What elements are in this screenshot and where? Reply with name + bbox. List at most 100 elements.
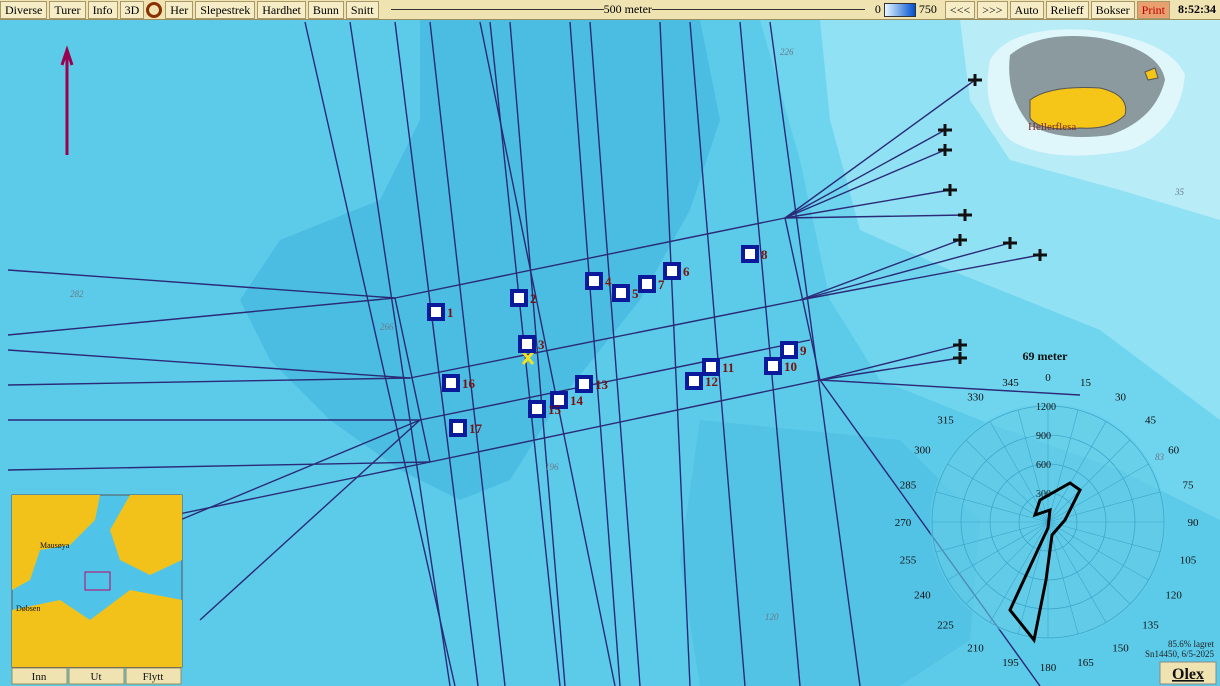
track-line	[819, 379, 1081, 396]
track-line	[589, 21, 641, 686]
depth-label: 196	[545, 462, 559, 472]
toolbar-button[interactable]: Bunn	[307, 0, 344, 19]
rose-angle-label: 195	[1002, 657, 1019, 669]
scale-bar: 500 meter	[390, 2, 865, 17]
toolbar-button[interactable]: <<<	[944, 0, 976, 19]
marker-label: 13	[595, 377, 609, 392]
track-line	[799, 254, 1041, 301]
inset-button-label[interactable]: Ut	[91, 671, 102, 683]
track-line	[7, 297, 396, 336]
depth-label: 83	[1155, 452, 1165, 462]
rose-title: 69 meter	[1023, 349, 1069, 363]
marker-label: 5	[632, 286, 639, 301]
rose-angle-label: 0	[1045, 372, 1051, 384]
marker-label: 17	[469, 421, 483, 436]
inset-button[interactable]	[11, 667, 68, 685]
track-line	[304, 21, 456, 686]
marker	[702, 358, 720, 376]
color-gradient	[883, 2, 916, 17]
brand: Olex	[1172, 666, 1204, 683]
boat-icon	[938, 144, 952, 156]
vessel	[521, 351, 535, 365]
marker	[528, 400, 546, 418]
track-line	[394, 217, 786, 299]
marker-label: 7	[658, 277, 665, 292]
marker	[663, 262, 681, 280]
rose-spoke	[1047, 521, 1161, 553]
rose-angle-label: 240	[914, 590, 931, 602]
marker-label: 12	[705, 374, 718, 389]
status-stored: 85.6% lagret	[1168, 639, 1214, 649]
track-line	[784, 129, 946, 219]
toolbar-button[interactable]: Info	[87, 0, 118, 19]
track-line	[784, 189, 951, 219]
toolbar: Diverse Turer Info 3D Her Slepestrek Hardhet Bu…	[0, 0, 1220, 20]
track-line	[394, 297, 431, 463]
rose-spoke	[947, 521, 1049, 581]
toolbar-button[interactable]: Turer	[49, 0, 86, 19]
boat-icon	[958, 209, 972, 221]
rose-angle-label: 300	[914, 445, 931, 457]
rose-angle-label: 90	[1188, 517, 1200, 529]
rose-angle-label: 45	[1145, 414, 1157, 426]
rose-angle-label: 180	[1040, 662, 1057, 674]
heading-arrow	[60, 45, 74, 155]
rose-angle-label: 75	[1183, 479, 1195, 491]
marker	[741, 245, 759, 263]
toolbar-button[interactable]: Relieff	[1045, 0, 1089, 19]
track-line	[784, 214, 966, 219]
toolbar-button[interactable]: >>>	[977, 0, 1008, 19]
rose-spoke	[1047, 421, 1107, 523]
marker	[585, 272, 603, 290]
track-line	[659, 21, 691, 686]
rose-angle-label: 30	[1115, 391, 1127, 403]
rose-angle-label: 270	[895, 517, 912, 529]
toolbar-button[interactable]: Snitt	[345, 0, 379, 19]
inset-button-label[interactable]: Flytt	[143, 671, 164, 683]
place-name: Hellerflesa	[1028, 121, 1076, 133]
track-line	[479, 21, 616, 686]
rose-angle-label: 105	[1180, 555, 1197, 567]
rose-angle-label: 285	[900, 479, 917, 491]
track-line	[7, 269, 396, 299]
track-line	[394, 21, 479, 686]
rose-spoke	[1017, 409, 1049, 523]
track-line	[799, 242, 1011, 301]
toolbar-button[interactable]: Her	[165, 0, 194, 19]
marker	[510, 289, 528, 307]
marker-label: 15	[548, 402, 562, 417]
toolbar-button[interactable]: 3D	[119, 0, 145, 19]
toolbar-button[interactable]: Hardhet	[257, 0, 306, 19]
depth-label: 120	[765, 612, 779, 622]
rose-spoke	[935, 491, 1049, 523]
track-line	[429, 379, 821, 463]
toolbar-button[interactable]: Print	[1136, 0, 1170, 19]
toolbar-button[interactable]: Auto	[1009, 0, 1044, 19]
marker	[638, 275, 656, 293]
track-line	[509, 21, 566, 686]
marker	[427, 303, 445, 321]
deeper-zone	[240, 20, 720, 500]
color-max: 750	[918, 2, 937, 16]
rose-shape	[1008, 481, 1082, 644]
track-line	[799, 239, 961, 301]
boat-icon	[943, 184, 957, 196]
boat-icon	[953, 234, 967, 246]
toolbar-button[interactable]: Diverse	[0, 0, 48, 19]
wind-rose: 300 600 900 1200 0 15 30 45 60 75 90 105 120 135 150 16…	[895, 349, 1199, 674]
toolbar-button[interactable]: Bokser	[1090, 0, 1135, 19]
inset-button-label[interactable]: Inn	[32, 671, 47, 683]
rose-spoke	[965, 439, 1049, 523]
island	[1029, 87, 1127, 130]
target-icon[interactable]	[146, 1, 163, 18]
inset-place: Mausøya	[40, 541, 70, 550]
inset-button[interactable]	[125, 667, 182, 685]
inset-place: Døbsen	[16, 604, 40, 613]
toolbar-button[interactable]: Slepestrek	[195, 0, 256, 19]
inset-button[interactable]	[68, 667, 125, 685]
rose-spoke	[935, 521, 1049, 553]
marker	[685, 372, 703, 390]
rose-angle-label: 165	[1077, 657, 1094, 669]
boat-icon	[1003, 237, 1017, 249]
